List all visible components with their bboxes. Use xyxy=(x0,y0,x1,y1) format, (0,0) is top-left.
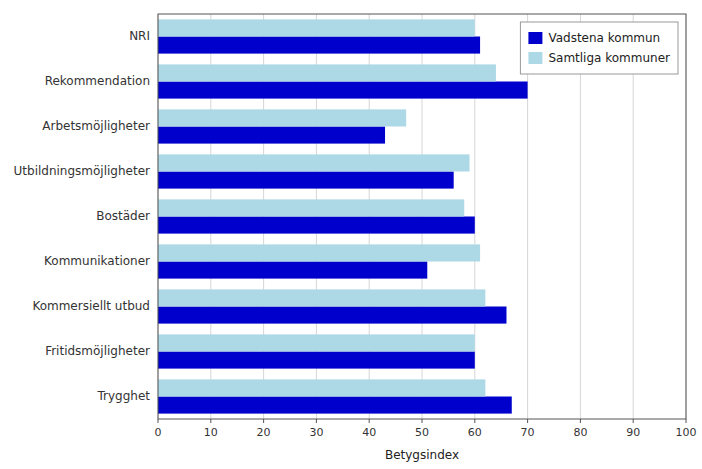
tick-mark xyxy=(210,419,211,423)
legend-swatch xyxy=(528,32,542,44)
bar xyxy=(158,64,496,81)
tick-mark xyxy=(158,419,159,423)
category-label: Arbetsmöjligheter xyxy=(42,119,150,133)
legend-swatch xyxy=(528,52,542,64)
tick-mark xyxy=(633,419,634,423)
grid-line xyxy=(580,14,581,419)
bar xyxy=(158,154,470,171)
category-label: Fritidsmöjligheter xyxy=(45,344,150,358)
bar xyxy=(158,289,485,306)
bar xyxy=(158,379,485,396)
chart-svg: 0 10 20 30 40 50 60 70 80 90 100 NRI Rekommendation A… xyxy=(0,0,702,469)
bar xyxy=(158,217,475,234)
bar xyxy=(158,352,475,369)
tick-label: 60 xyxy=(468,426,482,439)
legend-label: Vadstena kommun xyxy=(548,31,660,45)
bar xyxy=(158,397,512,414)
category-label: Utbildningsmöjligheter xyxy=(14,164,151,178)
bar xyxy=(158,127,385,144)
tick-label: 100 xyxy=(676,426,697,439)
tick-mark xyxy=(422,419,423,423)
tick-label: 40 xyxy=(362,426,376,439)
legend-box xyxy=(520,22,678,74)
tick-mark xyxy=(580,419,581,423)
category-label: NRI xyxy=(129,29,150,43)
bars xyxy=(158,19,528,413)
category-label: Kommunikationer xyxy=(44,254,150,268)
legend: Vadstena kommun Samtliga kommuner xyxy=(520,22,678,74)
bar xyxy=(158,262,427,279)
tick-label: 30 xyxy=(309,426,323,439)
tick-label: 50 xyxy=(415,426,429,439)
tick-label: 90 xyxy=(626,426,640,439)
bar xyxy=(158,199,464,216)
bar xyxy=(158,334,475,351)
tick-label: 0 xyxy=(155,426,162,439)
grid-line xyxy=(633,14,634,419)
grid-line xyxy=(527,14,528,419)
tick-mark xyxy=(263,419,264,423)
tick-mark xyxy=(316,419,317,423)
tick-mark xyxy=(686,419,687,423)
tick-label: 10 xyxy=(204,426,218,439)
tick-label: 20 xyxy=(257,426,271,439)
tick-label: 80 xyxy=(573,426,587,439)
x-ticks: 0 10 20 30 40 50 60 70 80 90 100 xyxy=(155,419,697,439)
y-ticks: NRI Rekommendation Arbetsmöjligheter Utbild… xyxy=(14,29,151,403)
chart-container: 0 10 20 30 40 50 60 70 80 90 100 NRI Rekommendation A… xyxy=(0,0,702,469)
tick-mark xyxy=(527,419,528,423)
category-label: Rekommendation xyxy=(45,74,150,88)
grid xyxy=(158,14,686,419)
tick-label: 70 xyxy=(521,426,535,439)
category-label: Bostäder xyxy=(96,209,150,223)
bar xyxy=(158,307,506,324)
category-label: Trygghet xyxy=(96,389,150,403)
bar xyxy=(158,82,528,99)
bar xyxy=(158,244,480,261)
tick-mark xyxy=(474,419,475,423)
bar xyxy=(158,109,406,126)
bar xyxy=(158,19,475,36)
plot-frame xyxy=(158,14,686,419)
x-axis-label: Betygsindex xyxy=(385,448,459,462)
bar xyxy=(158,37,480,54)
bar xyxy=(158,172,454,189)
legend-label: Samtliga kommuner xyxy=(548,51,670,65)
category-label: Kommersiellt utbud xyxy=(32,299,150,313)
tick-mark xyxy=(369,419,370,423)
